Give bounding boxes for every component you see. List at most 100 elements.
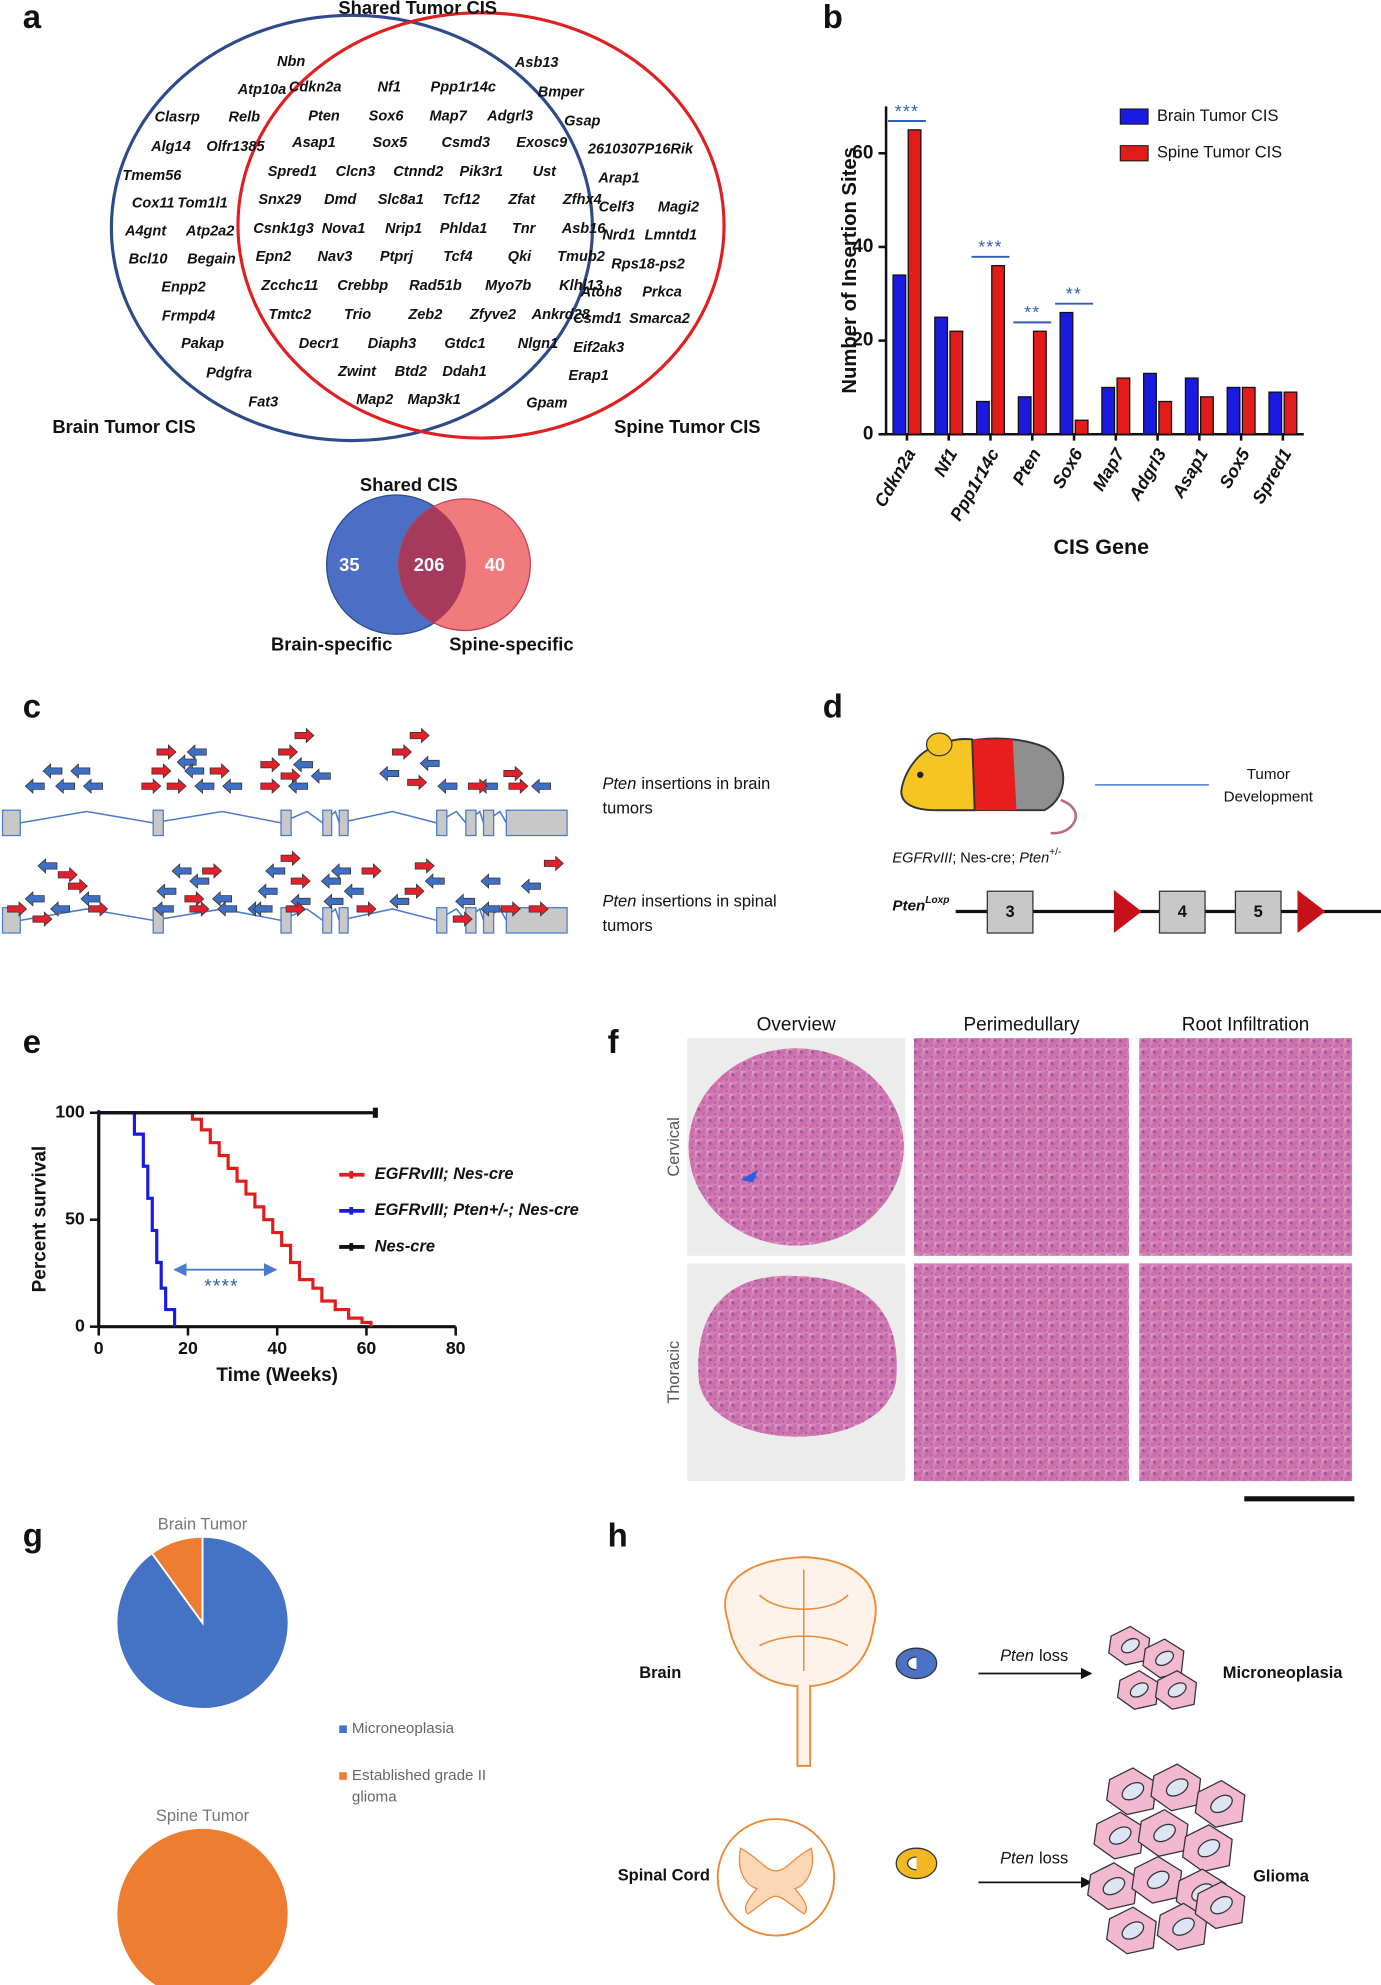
exon xyxy=(436,809,448,837)
gene-name: Ust xyxy=(533,164,558,180)
significance-label: ** xyxy=(1024,302,1040,322)
tissue-label: Brain xyxy=(639,1664,681,1682)
gene-name: Eif2ak3 xyxy=(573,340,624,356)
gene-name: Relb xyxy=(229,110,261,126)
gene-name: Tmem56 xyxy=(122,168,182,184)
gene-name: Adgrl3 xyxy=(486,108,533,124)
insertion-arrow xyxy=(42,763,63,779)
x-tick-label: 40 xyxy=(267,1338,287,1358)
x-axis-label: CIS Gene xyxy=(1053,535,1149,559)
exon xyxy=(152,809,164,837)
y-tick-label: 0 xyxy=(75,1315,85,1335)
gene-name: Slc8a1 xyxy=(378,192,424,208)
insertion-arrow xyxy=(186,744,207,760)
insertion-arrow xyxy=(528,901,549,917)
insertion-arrow xyxy=(217,901,238,917)
cell-icon xyxy=(895,1647,938,1680)
venn-title: Shared CIS xyxy=(360,474,458,495)
nucleus xyxy=(1121,1782,1145,1801)
venn-count: 35 xyxy=(339,554,359,575)
gene-name: Csmd1 xyxy=(573,311,622,327)
gene-name: Pdgfra xyxy=(206,365,252,381)
bar xyxy=(1226,386,1241,435)
mouse-tail xyxy=(1050,798,1078,835)
x-tick-label: Spred1 xyxy=(1248,445,1295,507)
venn-label: Spine Tumor CIS xyxy=(614,416,760,437)
venn-label: Spine-specific xyxy=(449,634,573,655)
gene-name: A4gnt xyxy=(124,224,167,240)
exon-label: 5 xyxy=(1254,903,1263,921)
gene-name: Nbn xyxy=(277,54,305,70)
nucleus xyxy=(1155,1650,1175,1667)
panel-label: h xyxy=(608,1517,628,1554)
legend-tick xyxy=(349,1170,354,1179)
gene-name: Bmper xyxy=(538,84,585,100)
exon xyxy=(1234,890,1282,934)
insertion-arrow xyxy=(24,891,45,907)
bar xyxy=(1241,386,1256,435)
venn-overlap xyxy=(398,498,466,631)
exon xyxy=(338,809,349,837)
insertion-arrow xyxy=(543,855,564,872)
insertion-arrow xyxy=(156,744,177,760)
gene-name: Tmub2 xyxy=(557,249,605,265)
gene-name: Exosc9 xyxy=(516,135,568,151)
gene-name: Pten xyxy=(308,108,340,124)
gene-name: Fat3 xyxy=(248,394,278,410)
exon xyxy=(338,907,349,934)
text-part: loss xyxy=(1039,1850,1068,1868)
insertion-arrow xyxy=(294,727,315,744)
insertion-arrow xyxy=(189,901,210,917)
gene-name: Rad51b xyxy=(409,278,462,294)
panel-label: d xyxy=(823,688,843,725)
insertion-arrow xyxy=(503,765,524,782)
insertion-arrow xyxy=(202,863,223,879)
nucleus xyxy=(1146,1870,1170,1890)
bar xyxy=(1143,372,1157,435)
insertion-arrow xyxy=(409,727,430,744)
insertion-arrow xyxy=(260,756,281,773)
insertion-arrow xyxy=(500,901,521,917)
gene-name: Asb16 xyxy=(561,221,607,237)
exon xyxy=(322,907,333,934)
insertion-arrow xyxy=(323,893,344,910)
text-part: +/- xyxy=(1049,847,1061,858)
gene-name: Gsap xyxy=(564,113,600,129)
text-part: EGFRvIII xyxy=(892,850,952,866)
insertion-arrow xyxy=(252,901,273,917)
gene-name: Erap1 xyxy=(568,368,608,384)
spinal-section xyxy=(698,1275,897,1437)
legend-swatch xyxy=(339,1725,347,1733)
exon xyxy=(1,809,21,837)
histology-image xyxy=(913,1263,1130,1482)
venn-title: Shared Tumor CIS xyxy=(338,0,497,18)
x-tick-label: Map7 xyxy=(1088,444,1129,494)
x-tick-label: Sox5 xyxy=(1215,444,1254,492)
gene-name: Map7 xyxy=(430,108,468,124)
gene-name: Frmpd4 xyxy=(162,308,215,324)
exon xyxy=(280,809,292,837)
significance-label: ** xyxy=(1066,283,1082,303)
insertion-arrow xyxy=(70,763,91,779)
gene-name: Cdkn2a xyxy=(289,79,342,95)
nucleus xyxy=(1165,1778,1189,1797)
legend-label-box: Microneoplasia xyxy=(352,1719,454,1737)
y-tick-label: 20 xyxy=(852,330,873,351)
x-tick-label: 60 xyxy=(357,1338,377,1358)
gene-name: Nrip1 xyxy=(385,221,422,237)
exon xyxy=(986,890,1034,934)
significance-label: **** xyxy=(204,1276,239,1297)
legend-label: Established grade II glioma xyxy=(351,1765,487,1806)
bar xyxy=(892,274,907,435)
insertion-arrow xyxy=(88,901,109,917)
bar xyxy=(949,330,964,435)
venn-brain-circle xyxy=(109,13,594,443)
insertion-arrow xyxy=(285,901,306,917)
pie-slice xyxy=(115,1826,290,1985)
gene-name: Enpp2 xyxy=(161,279,205,295)
outcome-label: Microneoplasia xyxy=(1223,1664,1344,1682)
text-part: Pten xyxy=(1019,850,1049,866)
insertion-arrow xyxy=(361,863,382,879)
gene-name: Atp10a xyxy=(237,82,287,98)
mouse-ear xyxy=(925,732,953,757)
